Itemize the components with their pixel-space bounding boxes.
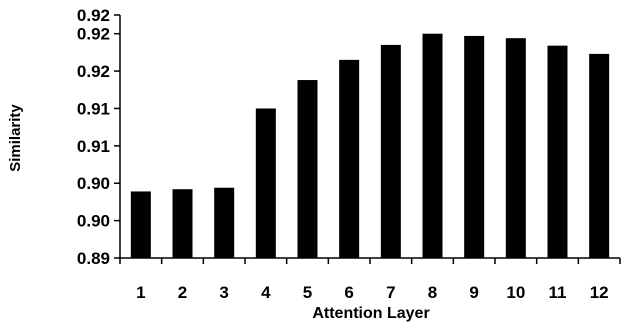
x-tick-label: 12 (590, 283, 609, 302)
x-axis-label: Attention Layer (312, 305, 429, 322)
x-axis: 1 2 3 4 5 6 7 8 9 10 11 12 (119, 258, 621, 302)
y-tick-label: 0.92 (77, 25, 110, 44)
bar (130, 191, 151, 258)
x-tick-label: 3 (219, 283, 228, 302)
bar (297, 80, 318, 259)
y-axis: 0.890.900.900.910.910.920.920.92 (77, 6, 120, 268)
bar (547, 45, 568, 259)
bar (214, 187, 235, 258)
x-tick-label: 11 (549, 283, 567, 302)
x-tick-label: 10 (506, 283, 525, 302)
x-tick-label: 6 (344, 283, 353, 302)
bar (589, 53, 610, 258)
x-tick-label: 8 (428, 283, 437, 302)
bar (505, 38, 526, 258)
y-tick-label: 0.92 (77, 6, 110, 25)
x-tick-label: 7 (386, 283, 395, 302)
x-tick-label: 9 (469, 283, 478, 302)
y-tick-label: 0.92 (77, 62, 110, 81)
x-tick-label: 2 (178, 283, 187, 302)
bars (130, 33, 610, 259)
x-tick-label: 4 (261, 283, 271, 302)
bar (255, 108, 276, 258)
bar (380, 44, 401, 259)
y-tick-label: 0.90 (77, 212, 110, 231)
y-tick-label: 0.91 (77, 137, 110, 156)
y-axis-label: Similarity (7, 104, 24, 172)
bar (464, 35, 485, 259)
x-tick-label: 1 (136, 283, 145, 302)
y-tick-label: 0.91 (77, 99, 110, 118)
y-tick-label: 0.90 (77, 174, 110, 193)
bar (339, 59, 360, 258)
bar (172, 189, 193, 258)
bar (422, 33, 443, 258)
y-tick-label: 0.89 (77, 249, 110, 268)
x-tick-label: 5 (303, 283, 312, 302)
